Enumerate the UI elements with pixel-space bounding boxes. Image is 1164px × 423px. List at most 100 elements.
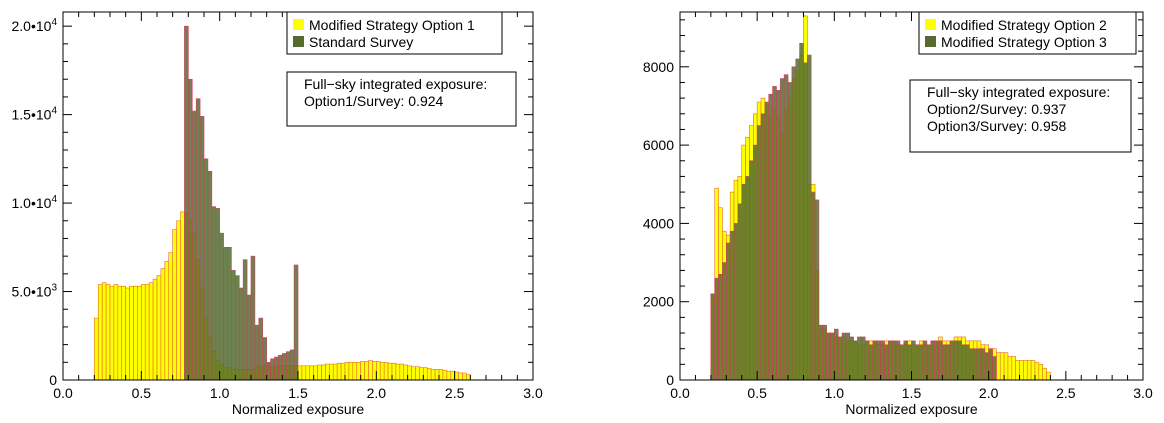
bar <box>207 170 213 381</box>
bar <box>907 344 912 381</box>
bar <box>988 348 993 381</box>
bar <box>329 363 334 381</box>
bar <box>814 199 820 381</box>
bar <box>188 78 193 381</box>
y-tick-label: 2.0•104 <box>12 17 58 34</box>
y-tick-label: 2000 <box>643 294 674 310</box>
bar <box>799 43 804 381</box>
bar <box>999 352 1005 381</box>
bar <box>961 344 966 381</box>
bar <box>231 270 236 381</box>
bar <box>714 277 719 381</box>
annotation-box <box>286 71 517 127</box>
bar <box>725 242 731 381</box>
bar <box>1038 364 1043 381</box>
bar <box>807 54 812 381</box>
bar <box>423 367 428 381</box>
bar <box>274 356 279 381</box>
bar <box>953 340 959 381</box>
bar <box>918 344 924 381</box>
annotation-line: Option2/Survey: 0.937 <box>927 101 1067 117</box>
annotation-line: Option1/Survey: 0.924 <box>304 93 444 109</box>
bar <box>411 366 416 381</box>
bar <box>172 229 177 381</box>
chart-panel-2: 0.0 0.5 1.0 1.5 2.0 2.5 3.0 0 2000 4000 6000 8000 No… <box>643 11 1153 417</box>
bar <box>1011 356 1016 381</box>
bar <box>938 340 943 381</box>
bar <box>466 374 471 381</box>
x-tick-label: 0.0 <box>670 385 690 401</box>
bar <box>379 362 385 381</box>
x-tick-label: 3.0 <box>1133 385 1153 401</box>
bar <box>415 366 420 381</box>
bar <box>834 328 839 381</box>
bar <box>984 352 989 381</box>
bar <box>462 372 467 381</box>
annotation-line: Full−sky integrated exposure: <box>927 84 1110 100</box>
x-tick-label: 0.5 <box>132 385 152 401</box>
legend-label: Standard Survey <box>309 34 413 50</box>
bar <box>344 362 350 381</box>
bar <box>826 332 831 381</box>
bar <box>426 368 432 381</box>
bar <box>270 358 275 381</box>
bar <box>976 348 982 381</box>
bar <box>278 354 283 381</box>
bar <box>289 349 295 381</box>
bar <box>972 348 978 381</box>
bar <box>1019 360 1024 381</box>
x-axis-label: Normalized exposure <box>232 401 364 417</box>
bar <box>407 365 412 381</box>
bar <box>301 365 307 381</box>
bar <box>980 348 986 381</box>
bar <box>776 90 781 381</box>
x-axis-label: Normalized exposure <box>845 401 977 417</box>
legend-label: Modified Strategy Option 1 <box>309 17 475 33</box>
x-tick-label: 2.0 <box>367 385 387 401</box>
y-tick-label: 4000 <box>643 215 674 231</box>
bar <box>756 125 762 381</box>
bar <box>254 324 260 381</box>
bar <box>884 344 889 381</box>
bar <box>458 372 463 381</box>
bar <box>336 362 342 381</box>
bar <box>888 340 893 381</box>
bar <box>180 211 185 381</box>
bar <box>117 285 123 381</box>
bar <box>945 344 951 381</box>
bar <box>996 352 1001 381</box>
annotation-box <box>909 79 1132 153</box>
bar <box>760 113 766 381</box>
bar <box>745 176 750 381</box>
bar <box>729 230 735 381</box>
bar <box>152 278 158 381</box>
bar <box>992 356 997 381</box>
bar <box>176 220 181 381</box>
bar <box>356 362 361 381</box>
annotation: Full−sky integrated exposure:Option2/Sur… <box>909 79 1132 153</box>
bar <box>438 369 444 381</box>
x-tick-label: 0.0 <box>53 385 73 401</box>
bar <box>348 362 354 381</box>
bar <box>148 282 154 381</box>
bar <box>1026 360 1032 381</box>
bar <box>332 363 338 381</box>
bar <box>223 247 228 381</box>
bar <box>368 360 373 381</box>
bar <box>305 365 311 381</box>
y-tick-label: 1.0•104 <box>12 194 58 211</box>
bar <box>895 340 901 381</box>
bar <box>930 340 935 381</box>
bar <box>309 365 314 381</box>
bar <box>911 340 916 381</box>
x-tick-label: 1.5 <box>288 385 308 401</box>
x-tick-label: 2.5 <box>1056 385 1076 401</box>
bar <box>227 247 232 381</box>
bar <box>144 284 150 381</box>
bar <box>125 287 130 381</box>
bar <box>113 284 119 381</box>
bar <box>195 98 201 381</box>
bar <box>942 344 947 381</box>
